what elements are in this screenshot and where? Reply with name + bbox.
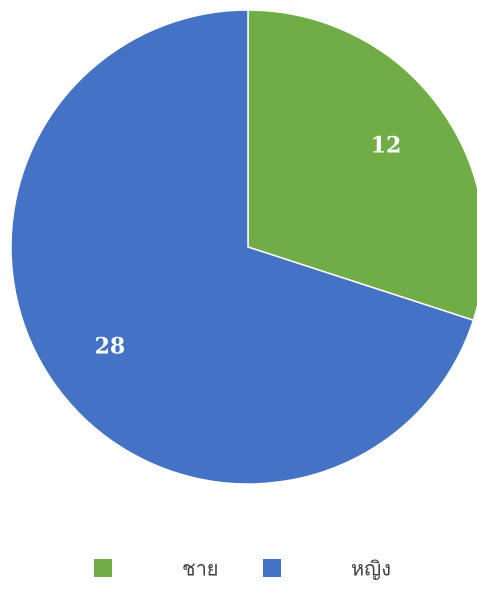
pie-slice (10, 9, 475, 485)
legend-label: ชาย (182, 557, 219, 581)
legend-swatch (263, 559, 281, 577)
legend-swatch (94, 559, 112, 577)
data-label: 12 (371, 133, 402, 159)
data-label: 28 (95, 333, 126, 359)
pie-slice (247, 9, 477, 322)
legend-label: หญิง (351, 557, 391, 581)
